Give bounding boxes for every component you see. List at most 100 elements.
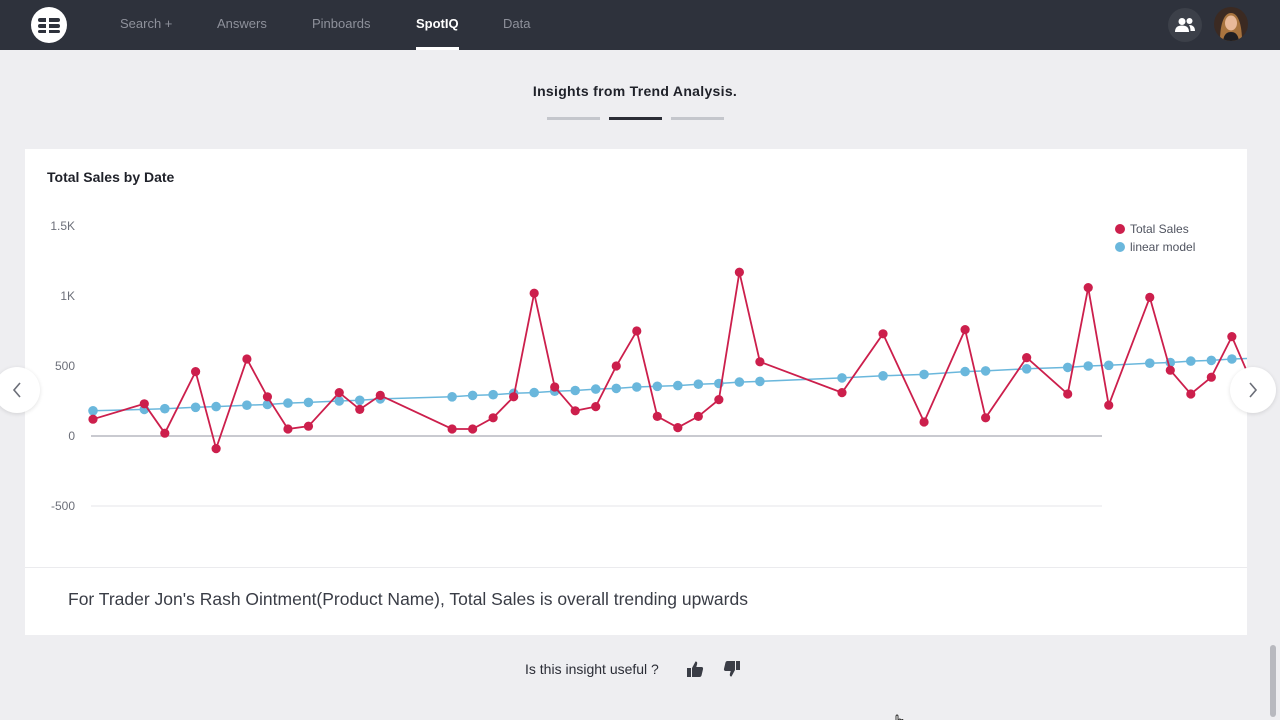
linear-model-point [693,379,704,389]
total-sales-point [283,424,293,434]
total-sales-point [262,392,273,402]
prev-insight-button[interactable] [0,367,40,413]
page-scrollbar[interactable] [1270,645,1276,717]
total-sales-point [591,402,601,412]
y-tick-label: 0 [68,429,75,443]
chevron-left-icon [12,382,21,398]
next-insight-button[interactable] [1230,367,1276,413]
linear-model-point [837,373,847,383]
linear-model-point [652,381,663,392]
nav-search[interactable]: Search + [120,16,173,31]
total-sales-point [734,267,744,277]
y-tick-label: 1.5K [50,219,75,233]
linear-model-point [919,369,929,380]
linear-model-point [242,400,252,410]
total-sales-point [878,329,888,339]
total-sales-point [714,395,724,405]
x-tick-label: Q1 17 [692,565,725,567]
thumbs-down-icon [723,661,740,677]
total-sales-point [139,399,149,409]
insight-card: Total Sales by Date 1.5K 1K 500 0 -500 Q1 14 Q… [25,149,1247,635]
thumbs-up-button[interactable] [684,658,706,680]
linear-model-point [1186,356,1196,366]
linear-model-point [1144,358,1155,368]
linear-model-point [734,377,745,387]
total-sales-line [92,271,1247,452]
linear-model-point [673,380,683,391]
card-divider [25,567,1247,568]
top-nav-bar: Search + Answers Pinboards SpotIQ Data [0,0,1280,50]
nav-answers[interactable]: Answers [217,16,267,31]
linear-model-point [160,403,170,414]
thoughtspot-logo[interactable] [31,7,67,43]
nav-spotiq[interactable]: SpotIQ [416,16,459,31]
total-sales-point [355,404,365,414]
linear-model-point [467,390,478,401]
total-sales-point [375,390,385,400]
linear-model-point [755,376,765,387]
avatar-icon [1214,7,1248,41]
total-sales-point [1165,365,1175,375]
total-sales-point [919,417,929,427]
total-sales-point [242,354,252,364]
y-tick-label: 500 [55,359,75,373]
x-tick-label: Q1 16 [487,565,520,567]
user-avatar[interactable] [1214,7,1248,41]
total-sales-point [468,424,478,434]
total-sales-point [1186,389,1196,399]
nav-data[interactable]: Data [503,16,531,31]
total-sales-point [960,325,970,335]
pager-dot-2[interactable] [609,117,662,120]
total-sales-point [611,361,621,371]
people-button[interactable] [1168,8,1202,42]
thumbs-down-button[interactable] [721,658,743,680]
total-sales-point [837,388,847,398]
linear-model-point [1083,361,1094,371]
chevron-right-icon [1249,382,1258,398]
linear-model-point [980,366,991,376]
total-sales-point [334,388,344,398]
total-sales-point [303,421,314,431]
total-sales-point [652,411,662,421]
chart-legend[interactable]: Total Sales linear model [1115,220,1195,256]
chart-title: Total Sales by Date [47,169,175,185]
total-sales-point [570,406,580,416]
nav-pinboards[interactable]: Pinboards [312,16,371,31]
x-tick-label: Q1 18 [897,565,930,567]
linear-model-point [960,366,970,377]
x-tick-label: Q3 18 [1000,565,1033,567]
thumbs-up-icon [687,661,704,677]
insight-heading: Insights from Trend Analysis. [532,83,738,99]
insight-description: For Trader Jon's Rash Ointment(Product N… [68,589,748,609]
linear-model-point [1103,360,1114,371]
x-tick-label: Q1 15 [282,565,315,567]
linear-model-point [1062,362,1073,373]
x-tick-label: Q1 14 [77,565,110,567]
total-sales-point [211,444,221,454]
linear-model-point [303,397,314,408]
linear-model-point [334,396,345,406]
legend-item-total-sales[interactable]: Total Sales [1115,220,1195,238]
legend-label-total-sales: Total Sales [1130,222,1189,236]
linear-model-point [611,383,622,394]
linear-model-point [1021,364,1032,374]
hand-cursor-icon [893,714,907,720]
feedback-question: Is this insight useful ? [525,661,659,677]
pager-dot-3[interactable] [671,117,724,120]
linear-model-point [631,382,642,392]
sales-chart[interactable]: 1.5K 1K 500 0 -500 Q1 14 Q3 14 Q1 15 Q3 15 Q1 16 Q… [25,149,1247,567]
linear-model-point [590,384,601,394]
legend-item-linear-model[interactable]: linear model [1115,238,1195,256]
linear-model-point [570,385,581,396]
pager-dot-1[interactable] [547,117,600,120]
linear-model-point [1206,355,1217,366]
total-sales-point [1227,332,1237,342]
linear-model-point [211,401,221,412]
total-sales-point [88,414,98,424]
linear-model-point [190,402,201,413]
total-sales-point [632,326,642,336]
logo-mark-icon [38,18,60,33]
total-sales-point [509,392,519,402]
linear-model-line [92,357,1247,412]
linear-model-point [488,389,498,400]
